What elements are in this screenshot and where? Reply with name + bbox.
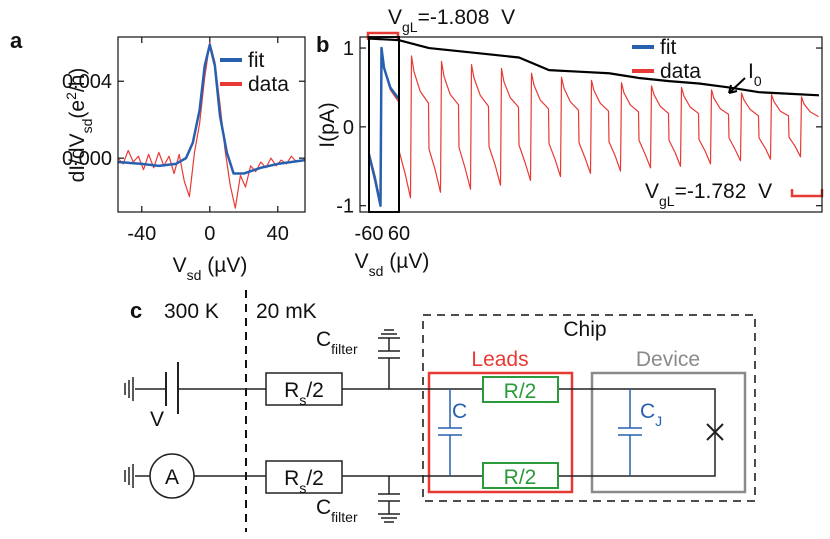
capacitor-label: Cfilter	[316, 328, 358, 357]
y-tick-label: 1	[343, 38, 354, 60]
resistor	[482, 376, 559, 403]
plot-frame	[117, 36, 306, 213]
junction	[706, 423, 724, 441]
label-part: C	[640, 400, 655, 423]
label-part: I	[748, 60, 754, 83]
label-part: C	[316, 328, 331, 351]
lead-capacitor	[438, 389, 462, 476]
y-axis-label: I(pA)	[316, 102, 339, 148]
panel-label: a	[10, 28, 23, 53]
ammeter	[149, 453, 195, 499]
y-tick-label: 0.000	[62, 148, 112, 170]
resistor-label: Rs/2	[284, 379, 324, 408]
y-axis-label: dI/dVsd(e2/h)	[63, 68, 95, 183]
label-part: dI/dV	[66, 133, 89, 182]
resistor-label: R/2	[504, 466, 537, 489]
device-label: Device	[636, 348, 700, 371]
label-part: V	[388, 6, 402, 29]
label-part: J	[655, 413, 662, 429]
legend-label: fit	[660, 36, 677, 59]
filter-capacitor	[378, 476, 400, 523]
label-part: /2	[306, 467, 324, 490]
label-part: filter	[331, 341, 358, 357]
resistor	[265, 372, 343, 406]
label-part: s	[299, 392, 306, 408]
wire	[135, 388, 716, 477]
annotation: VgL=-1.782 V	[645, 180, 772, 209]
annotation-bracket	[790, 189, 824, 198]
annotation: VgL=-1.808 V	[388, 6, 515, 35]
label-part: (µV)	[383, 250, 429, 273]
legend-label: data	[660, 60, 701, 83]
device-box	[590, 371, 747, 494]
label-part: C	[316, 496, 331, 519]
data-line	[367, 46, 400, 207]
y-tick-label: 0	[343, 117, 354, 139]
label-part: s	[299, 480, 306, 496]
junction-capacitor	[618, 389, 642, 476]
source-label: V	[150, 408, 164, 431]
label-part: filter	[331, 509, 358, 525]
y-tick-label: -1	[336, 196, 354, 218]
leads-box	[427, 371, 574, 494]
label-part: /h)	[66, 68, 89, 93]
plot-frame	[359, 36, 823, 213]
x-axis-label: Vsd (µV)	[355, 250, 430, 279]
label-part: (e	[66, 100, 89, 119]
battery	[165, 362, 179, 414]
resistor	[265, 460, 343, 494]
x-tick-label: 0	[204, 223, 215, 245]
panel-label: b	[316, 32, 329, 57]
temperature-label: 300 K	[164, 300, 219, 323]
capacitor-label: Cfilter	[316, 496, 358, 525]
x-tick-label: -40	[127, 223, 156, 245]
resistor	[482, 462, 559, 489]
resistor-label: Rs/2	[284, 467, 324, 496]
arrow	[728, 77, 746, 94]
chip-label: Chip	[563, 318, 606, 341]
x-tick-label: 60	[388, 223, 410, 245]
label-part: R	[284, 379, 299, 402]
data-line	[117, 42, 302, 209]
label-part: R	[284, 467, 299, 490]
label-part: /2	[306, 379, 324, 402]
label-part: V	[645, 180, 659, 203]
circuit: c 300 K 20 mK Chip Leads Device V A Rs/2…	[124, 290, 756, 532]
resistor-label: R/2	[504, 380, 537, 403]
capacitor-label: C	[452, 400, 467, 423]
label-part: =-1.808 V	[418, 6, 515, 29]
panel-label: c	[130, 298, 142, 323]
label-part: gL	[402, 19, 418, 35]
legend-label: data	[248, 73, 289, 96]
y-tick-label: 0.004	[62, 71, 112, 93]
label-part: =-1.782 V	[675, 180, 772, 203]
ammeter-label: A	[165, 466, 179, 489]
chip-box	[422, 314, 756, 502]
label-part: sd	[79, 119, 95, 134]
label-part: V	[173, 254, 187, 277]
label-part: 0	[754, 73, 762, 89]
capacitor-label: CJ	[640, 400, 662, 429]
data-line	[368, 51, 819, 203]
envelope-line	[368, 37, 820, 97]
x-axis-label: Vsd (µV)	[173, 254, 248, 283]
label-part: (µV)	[201, 254, 247, 277]
legend-label: fit	[248, 49, 265, 72]
temperature-label: 20 mK	[256, 300, 317, 323]
label-part: 2	[63, 92, 79, 100]
label-part: sd	[369, 263, 384, 279]
filter-capacitor	[378, 329, 400, 389]
x-tick-label: 40	[267, 223, 289, 245]
envelope-label: I0	[748, 60, 762, 89]
leads-label: Leads	[471, 348, 528, 371]
ground	[124, 377, 134, 488]
x-tick-label: -60	[355, 223, 384, 245]
label-part: sd	[187, 267, 202, 283]
label-part: gL	[659, 193, 675, 209]
data-line	[117, 43, 306, 175]
label-part: V	[355, 250, 369, 273]
